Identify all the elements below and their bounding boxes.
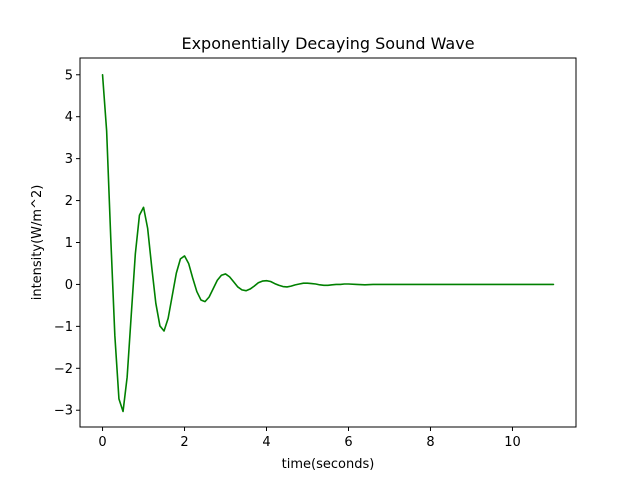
y-tick-label: 4: [65, 110, 73, 125]
y-tick-label: −2: [54, 362, 73, 377]
axes-frame: [79, 57, 577, 428]
x-tick-label: 2: [180, 435, 188, 450]
series-layer: [101, 73, 555, 413]
y-tick-label: 2: [65, 194, 73, 209]
y-tick-label: −3: [54, 404, 73, 419]
chart-title: Exponentially Decaying Sound Wave: [181, 34, 474, 53]
x-tick-label: 0: [98, 435, 106, 450]
y-axis-label: intensity(W/m^2): [30, 185, 45, 301]
y-axis: −3 −2 −1 0 1 2 3 4 5: [54, 68, 80, 419]
y-tick-label: 1: [65, 236, 73, 251]
plot-area: [79, 57, 577, 428]
x-axis-label: time(seconds): [282, 457, 375, 472]
series-line: [101, 73, 555, 413]
x-tick-label: 10: [504, 435, 521, 450]
y-tick-label: 0: [65, 278, 73, 293]
x-tick-label: 6: [344, 435, 352, 450]
x-axis: 0 2 4 6 8 10: [98, 427, 521, 450]
x-tick-label: 4: [262, 435, 270, 450]
y-tick-label: −1: [54, 320, 73, 335]
x-tick-label: 8: [426, 435, 434, 450]
y-tick-label: 5: [65, 68, 73, 83]
y-tick-label: 3: [65, 152, 73, 167]
